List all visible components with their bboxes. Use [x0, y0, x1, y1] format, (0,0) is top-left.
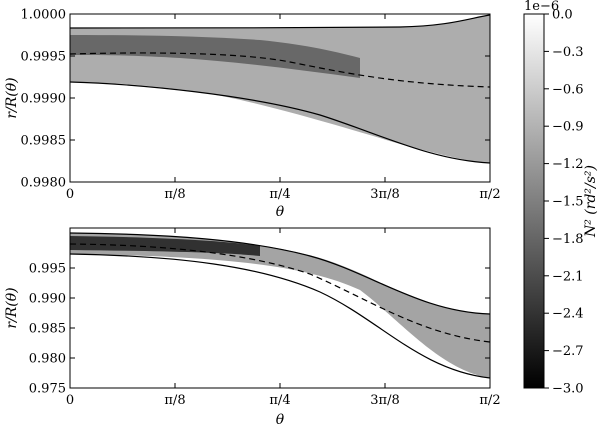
bottom-y-tick-label: 0.985	[29, 322, 66, 337]
colorbar: 1e−6 0.0 −0.3 −0.6 −0.9 −1.2 −1.5 −1.8 −2.1 −2.4…	[523, 0, 599, 397]
top-y-tick-label: 0.9995	[21, 50, 67, 65]
top-x-tick-label: 0	[66, 187, 74, 202]
top-lower-boundary	[70, 81, 490, 164]
top-upper-boundary	[70, 14, 490, 29]
top-y-tick-label: 0.9985	[21, 134, 67, 149]
top-dashed-curve	[70, 52, 490, 88]
bottom-y-tick-label: 0.995	[29, 262, 66, 277]
bottom-lower-boundary	[70, 253, 490, 379]
colorbar-tick-label: 0.0	[552, 8, 573, 23]
colorbar-multiplier: 1e−6	[524, 0, 559, 14]
bottom-upper-boundary	[70, 232, 490, 315]
colorbar-tick-label: −0.9	[552, 120, 584, 135]
colorbar-tick-label: −2.7	[552, 344, 584, 359]
colorbar-tick-label: −0.6	[552, 82, 584, 97]
bottom-shaded-core	[70, 236, 260, 256]
bottom-dashed-curve	[70, 243, 490, 343]
top-y-tick-label: 0.9980	[21, 176, 67, 191]
bottom-ylabel: r/R(θ)	[4, 287, 20, 328]
top-x-tick-label: 3π/8	[370, 187, 399, 202]
top-x-tick-label: π/8	[164, 187, 185, 202]
bottom-x-ticks: 0 π/8 π/4 3π/8 π/2	[66, 228, 501, 408]
top-y-ticks: 0.9980 0.9985 0.9990 0.9995 1.0000	[21, 8, 490, 191]
colorbar-tick-label: −3.0	[552, 382, 584, 397]
colorbar-tick-label: −1.2	[552, 157, 584, 172]
top-y-tick-label: 1.0000	[21, 8, 67, 23]
colorbar-gradient	[523, 13, 545, 389]
top-y-tick-label: 0.9990	[21, 92, 67, 107]
bottom-y-tick-label: 0.990	[29, 292, 66, 307]
bottom-x-tick-label: 0	[66, 393, 74, 408]
top-ylabel: r/R(θ)	[4, 77, 20, 118]
colorbar-tick-label: −1.8	[552, 232, 584, 247]
colorbar-ticks: 0.0 −0.3 −0.6 −0.9 −1.2 −1.5 −1.8 −2.1 −2.4 −2.7 −…	[544, 8, 584, 397]
top-x-tick-label: π/2	[479, 187, 500, 202]
colorbar-tick-label: −1.5	[552, 195, 584, 210]
colorbar-tick-label: −2.4	[552, 307, 584, 322]
colorbar-tick-label: −2.1	[552, 269, 584, 284]
bottom-x-tick-label: π/2	[479, 393, 500, 408]
bottom-x-tick-label: π/8	[164, 393, 185, 408]
bottom-y-tick-label: 0.980	[29, 352, 66, 367]
bottom-y-ticks: 0.975 0.980 0.985 0.990 0.995	[29, 262, 490, 397]
bottom-x-tick-label: π/4	[269, 393, 290, 408]
top-x-ticks: 0 π/8 π/4 3π/8 π/2	[66, 14, 501, 202]
top-panel: 0 π/8 π/4 3π/8 π/2 0.9980 0.9985 0.9990 0.9995 1…	[4, 8, 501, 221]
colorbar-tick-label: −0.3	[552, 45, 584, 60]
top-x-tick-label: π/4	[269, 187, 290, 202]
bottom-x-tick-label: 3π/8	[370, 393, 399, 408]
bottom-y-tick-label: 0.975	[29, 382, 66, 397]
bottom-xlabel: θ	[276, 412, 285, 428]
top-shaded-core	[70, 35, 360, 78]
top-xlabel: θ	[276, 204, 285, 220]
colorbar-label: N² (rd²/s²)	[583, 165, 599, 238]
bottom-panel: 0 π/8 π/4 3π/8 π/2 0.975 0.980 0.985 0.990 0.995…	[4, 227, 501, 428]
